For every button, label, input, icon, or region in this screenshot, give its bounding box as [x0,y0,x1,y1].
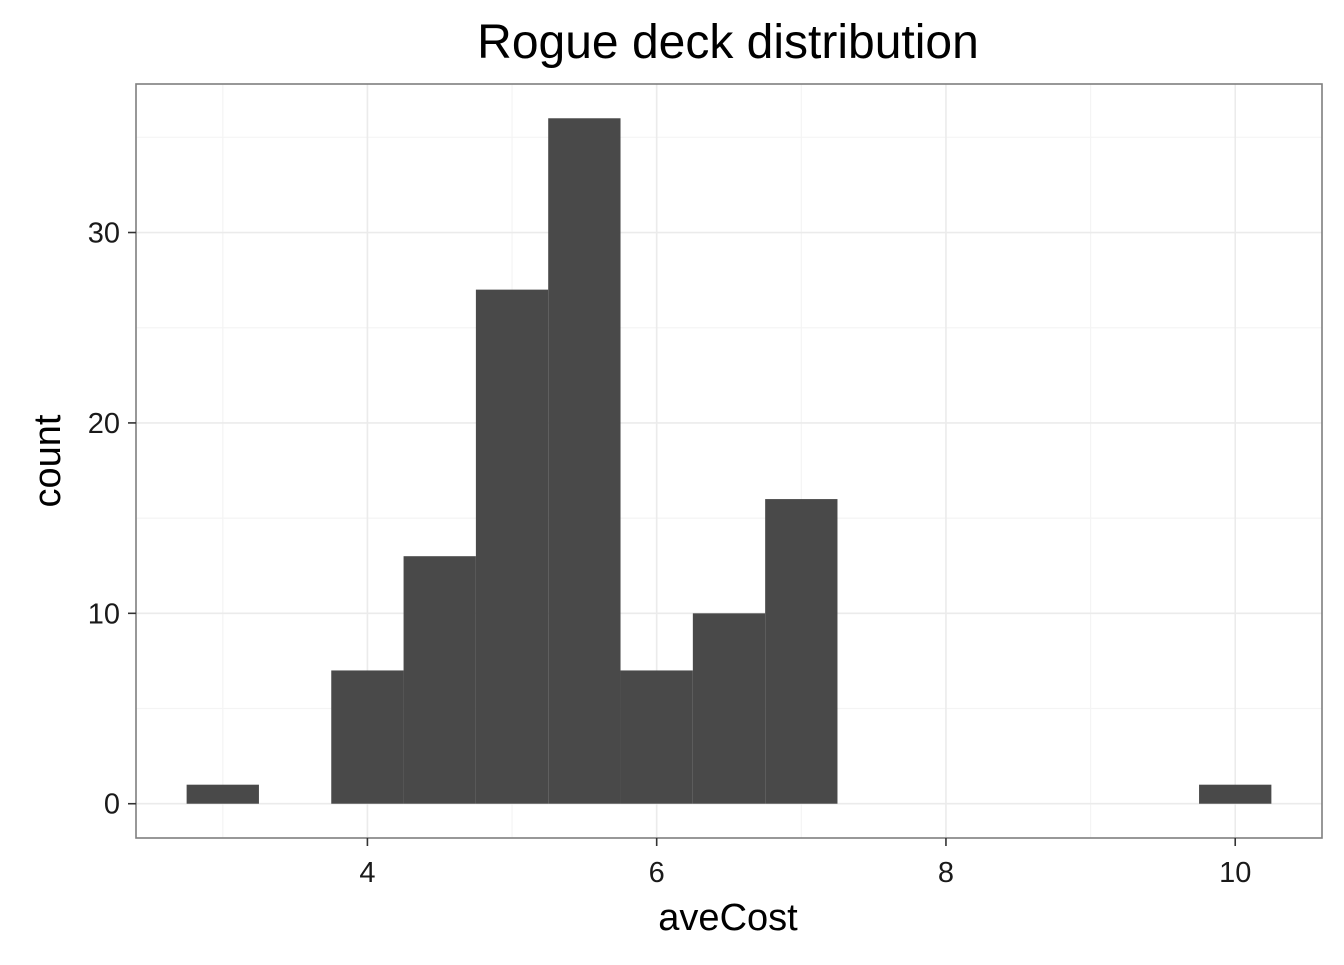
histogram-bar [403,556,476,804]
histogram-bar [548,118,621,804]
chart-title: Rogue deck distribution [477,16,979,69]
y-axis-title: count [27,414,69,507]
histogram-bar [620,670,693,804]
y-tick-label: 0 [104,789,120,821]
y-tick-label: 30 [88,218,120,250]
bars-group [186,118,1272,804]
histogram-bar [186,784,259,804]
x-axis-title: aveCost [658,897,798,939]
y-tick-label: 20 [88,408,120,440]
panel-border [135,83,1323,839]
x-tick-label: 10 [1219,857,1251,889]
histogram-bar [475,289,549,804]
x-tick-label: 8 [938,857,954,889]
histogram-bar [1199,784,1272,804]
histogram-bar [765,499,838,804]
x-tick-label: 6 [649,857,665,889]
axes-group: 4 6 8 10 0 10 20 30 [88,218,1252,889]
x-tick-label: 4 [359,857,375,889]
histogram-bar [692,613,766,804]
histogram-bar [331,670,404,804]
y-tick-label: 10 [88,598,120,630]
